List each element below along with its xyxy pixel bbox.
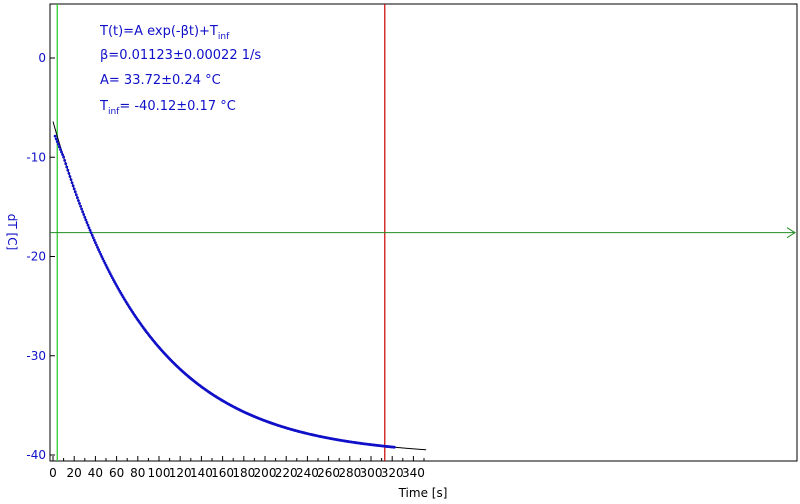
x-tick-label: 160	[211, 466, 234, 480]
data-point	[79, 204, 82, 208]
data-point	[63, 159, 67, 162]
y-tick-label: 0	[38, 51, 46, 65]
x-tick-label: 180	[232, 466, 255, 480]
data-point	[89, 231, 93, 235]
data-point	[107, 270, 111, 274]
x-tick-label: 80	[130, 466, 145, 480]
data-point	[73, 190, 77, 194]
x-tick-label: 240	[296, 466, 319, 480]
data-point	[106, 268, 110, 271]
data-point	[81, 210, 85, 214]
data-point	[90, 233, 94, 237]
x-tick-label: 100	[148, 466, 171, 480]
data-point	[103, 261, 107, 265]
y-tick-label: -10	[26, 150, 46, 164]
y-axis: 0 -10 -20 -30 -40	[26, 51, 55, 462]
x-tick-label: 20	[67, 466, 82, 480]
annotation-amplitude: A= 33.72±0.24 °C	[100, 73, 221, 88]
data-point	[65, 165, 69, 169]
data-point	[101, 257, 105, 261]
data-point	[61, 153, 64, 156]
data-point	[54, 137, 58, 141]
data-point	[95, 243, 98, 247]
data-point	[98, 250, 102, 254]
data-point	[99, 252, 103, 256]
data-point	[75, 196, 79, 200]
data-point	[96, 245, 99, 249]
x-tick-label: 320	[381, 466, 404, 480]
horizontal-cursor-arrow-icon[interactable]	[786, 227, 796, 239]
x-tick-label: 120	[169, 466, 192, 480]
x-tick-label: 200	[254, 466, 277, 480]
x-tick-label: 60	[109, 466, 124, 480]
data-point	[83, 215, 87, 219]
x-axis-label: Time [s]	[398, 486, 448, 500]
annotation-tinf: Tinf= -40.12±0.17 °C	[99, 99, 236, 117]
data-point	[71, 184, 75, 188]
data-series	[53, 134, 396, 449]
y-tick-label: -20	[26, 250, 46, 264]
data-point	[80, 207, 84, 211]
data-point	[67, 172, 71, 175]
data-point	[69, 178, 73, 182]
data-point	[62, 155, 65, 159]
data-point	[86, 223, 90, 227]
x-tick-label: 300	[360, 466, 383, 480]
data-point	[85, 221, 89, 224]
y-tick-label: -40	[26, 448, 46, 462]
x-tick-label: 340	[402, 466, 425, 480]
data-point	[392, 445, 396, 449]
data-point	[66, 168, 70, 172]
annotation-formula: T(t)=A exp(-βt)+Tinf	[99, 24, 230, 42]
data-point	[82, 213, 86, 216]
x-tick-label: 280	[338, 466, 361, 480]
data-point	[84, 218, 88, 222]
data-point	[87, 226, 91, 230]
y-tick-label: -30	[26, 349, 46, 363]
data-point	[55, 140, 59, 143]
data-point	[100, 255, 104, 258]
cursor-layer	[50, 4, 796, 461]
data-point	[74, 193, 78, 197]
data-point	[104, 263, 108, 267]
x-tick-label: 220	[275, 466, 298, 480]
x-tick-label: 0	[49, 466, 57, 480]
data-point	[102, 259, 106, 263]
data-point	[97, 248, 100, 252]
data-point	[56, 142, 60, 146]
data-point	[78, 202, 81, 205]
data-point	[53, 134, 57, 138]
x-tick-label: 140	[190, 466, 213, 480]
data-point	[105, 266, 109, 269]
data-point	[72, 187, 76, 191]
data-point	[88, 228, 92, 232]
data-point	[68, 175, 72, 178]
data-point	[77, 199, 80, 202]
data-point	[91, 236, 95, 240]
data-point	[60, 150, 63, 154]
x-axis: 0 20 40 60 80 1001201401601802002202402602803…	[49, 456, 425, 480]
data-point	[64, 162, 68, 166]
data-point	[94, 241, 97, 245]
x-tick-label: 260	[317, 466, 340, 480]
x-tick-label: 40	[88, 466, 103, 480]
data-point	[70, 181, 74, 185]
data-point	[92, 238, 96, 242]
annotation-beta: β=0.01123±0.00022 1/s	[100, 48, 261, 63]
data-point	[59, 148, 62, 151]
annotation-box: T(t)=A exp(-βt)+Tinf β=0.01123±0.00022 1…	[99, 24, 261, 117]
data-point	[57, 145, 61, 149]
y-axis-label: dT [C]	[5, 214, 19, 251]
